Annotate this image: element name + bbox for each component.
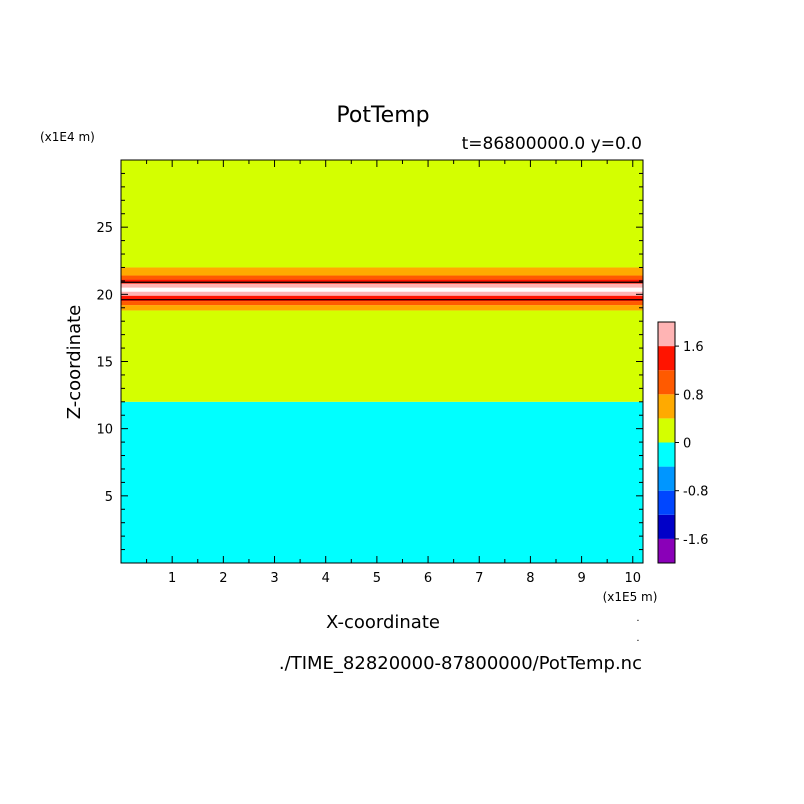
colorbar-swatch-6 [658,394,675,419]
contour-band-1 [121,310,643,402]
y-tick-label: 20 [96,288,113,303]
y-axis-label: Z-coordinate [64,305,85,420]
colorbar-tick-label: 1.6 [683,340,704,355]
contour-band-8 [121,279,643,284]
y-axis-ticks: 5 10 15 20 25 [96,172,643,551]
contour-band-2 [121,305,643,311]
x-tick-label: 5 [373,571,381,586]
colorbar-swatch-9 [658,322,675,347]
y-tick-label: 15 [96,356,113,371]
contour-band-9 [121,275,643,280]
contour-band-0 [121,401,643,563]
marker-dot: · [636,636,639,647]
x-axis-unit: (x1E5 m) [603,590,658,604]
colorbar-swatch-0 [658,538,675,563]
contour-lines [121,281,643,301]
colorbar-swatch-5 [658,418,675,443]
y-tick-label: 5 [105,490,113,505]
source-file-path: ./TIME_82820000-87800000/PotTemp.nc [279,653,642,674]
contour-band-3 [121,301,643,306]
contour-band-5 [121,291,643,296]
contour-fill-bands [121,160,643,563]
colorbar-swatch-2 [658,490,675,515]
contour-band-7 [121,283,643,288]
colorbar-swatch-1 [658,514,675,539]
x-tick-label: 1 [168,571,176,586]
chart-subtitle: t=86800000.0 y=0.0 [462,134,642,154]
x-tick-label: 4 [322,571,330,586]
x-tick-label: 3 [270,571,278,586]
contour-band-11 [121,160,643,268]
x-axis-ticks: 1 2 3 4 5 6 7 8 9 10 [146,160,641,586]
y-tick-label: 25 [96,221,113,236]
y-tick-label: 10 [96,423,113,438]
marker-dot: · [636,616,639,627]
colorbar-tick-label: 0 [683,437,691,452]
colorbar-swatch-7 [658,370,675,395]
colorbar-swatch-3 [658,466,675,491]
colorbar-tick-label: 0.8 [683,388,704,403]
chart-title: PotTemp [336,103,429,128]
contour-band-4 [121,295,643,302]
colorbar-tick-label: -1.6 [683,533,708,548]
contour-band-6 [121,287,643,292]
x-tick-label: 8 [526,571,534,586]
x-tick-label: 6 [424,571,432,586]
x-axis-label: X-coordinate [326,612,440,633]
colorbar-tick-label: -0.8 [683,485,708,500]
colorbar: -1.6 -0.8 0 0.8 1.6 [657,321,708,564]
contour-band-10 [121,267,643,276]
colorbar-swatch-4 [658,442,675,467]
x-tick-label: 9 [577,571,585,586]
y-axis-unit: (x1E4 m) [40,130,95,144]
colorbar-swatch-8 [658,346,675,371]
x-tick-label: 7 [475,571,483,586]
x-tick-label: 10 [624,571,641,586]
x-tick-label: 2 [219,571,227,586]
